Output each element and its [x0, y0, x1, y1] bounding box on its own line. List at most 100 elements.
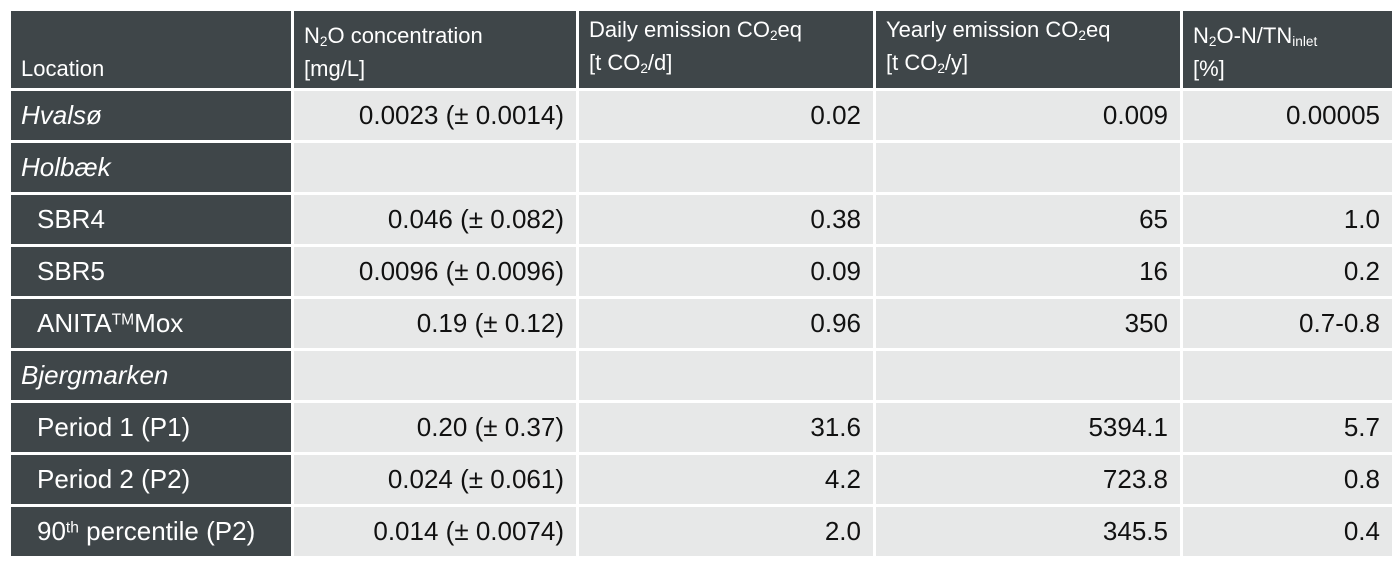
value-cell: 0.4: [1180, 504, 1395, 559]
value-cell: 350: [873, 296, 1183, 351]
value-cell: 5394.1: [873, 400, 1183, 455]
text-segment: [t CO: [589, 50, 641, 75]
supscript-text: th: [65, 519, 79, 537]
text-segment: [mg/L]: [304, 56, 366, 81]
value-cell: 0.046 (± 0.082): [291, 192, 579, 247]
text-segment: Period 2 (P2): [37, 464, 191, 494]
value-cell: 65: [873, 192, 1183, 247]
header-line: [%]: [1193, 55, 1384, 82]
header-cell-yearly-emission-co2eq: Yearly emission CO2eq [t CO2/y]: [873, 8, 1183, 91]
supscript-text: TM: [111, 311, 135, 329]
table-row: SBR5 0.0096 (± 0.0096) 0.09 16 0.2: [8, 244, 1395, 299]
value-cell: [1180, 348, 1395, 403]
header-line: [mg/L]: [304, 55, 568, 82]
value-cell: 0.00005: [1180, 88, 1395, 143]
value-cell: 0.7-0.8: [1180, 296, 1395, 351]
text-segment: O-N/TN: [1216, 23, 1293, 48]
value-cell: [291, 348, 579, 403]
value-cell: 2.0: [576, 504, 876, 559]
table-row: SBR4 0.046 (± 0.082) 0.38 65 1.0: [8, 192, 1395, 247]
header-line: Daily emission CO2eq: [589, 16, 865, 49]
value-cell: 0.19 (± 0.12): [291, 296, 579, 351]
table-body: Hvalsø 0.0023 (± 0.0014) 0.02 0.009 0.00005 H…: [8, 88, 1395, 559]
value-cell: 723.8: [873, 452, 1183, 507]
header-cell-location: Location: [8, 8, 294, 91]
value-cell: 0.0023 (± 0.0014): [291, 88, 579, 143]
subscript-text: 2: [640, 61, 648, 76]
value-cell: 0.09: [576, 244, 876, 299]
table-row: Period 1 (P1) 0.20 (± 0.37) 31.6 5394.1 5.7: [8, 400, 1395, 455]
text-segment: eq: [777, 17, 802, 42]
table-row: Holbæk: [8, 140, 1395, 195]
header-line: N2O concentration: [304, 22, 568, 55]
row-label-cell: Holbæk: [8, 140, 294, 195]
value-cell: 0.014 (± 0.0074): [291, 504, 579, 559]
text-segment: SBR4: [37, 204, 105, 234]
subscript-text: 2: [769, 28, 778, 43]
text-segment: Holbæk: [21, 152, 111, 182]
value-cell: 0.8: [1180, 452, 1395, 507]
text-segment: Period 1 (P1): [37, 412, 191, 442]
subscript-text: inlet: [1292, 34, 1318, 49]
row-label-cell: SBR4: [8, 192, 294, 247]
subscript-text: 2: [937, 61, 945, 76]
text-segment: O concentration: [327, 23, 483, 48]
value-cell: 0.96: [576, 296, 876, 351]
text-segment: /y]: [944, 50, 969, 75]
value-cell: [576, 140, 876, 195]
subscript-text: 2: [1078, 28, 1086, 43]
value-cell: 345.5: [873, 504, 1183, 559]
value-cell: [576, 348, 876, 403]
value-cell: 0.02: [576, 88, 876, 143]
emissions-table: Location N2O concentration [mg/L] Daily emi…: [8, 8, 1395, 559]
text-segment: Daily emission CO: [589, 17, 770, 42]
text-segment: Hvalsø: [21, 100, 102, 130]
header-cell-daily-emission-co2eq: Daily emission CO2eq [t CO2/d]: [576, 8, 876, 91]
header-line: Location: [21, 55, 283, 82]
table-row: 90th percentile (P2) 0.014 (± 0.0074) 2.0 3…: [8, 504, 1395, 559]
row-label-cell: 90th percentile (P2): [8, 504, 294, 559]
value-cell: 0.024 (± 0.061): [291, 452, 579, 507]
text-segment: Mox: [134, 308, 184, 338]
value-cell: 0.38: [576, 192, 876, 247]
value-cell: 31.6: [576, 400, 876, 455]
header-line: Yearly emission CO2eq: [886, 16, 1172, 49]
value-cell: 5.7: [1180, 400, 1395, 455]
row-label-cell: Hvalsø: [8, 88, 294, 143]
text-segment: Bjergmarken: [21, 360, 169, 390]
table-row: Bjergmarken: [8, 348, 1395, 403]
subscript-text: 2: [1208, 34, 1217, 49]
row-label-cell: Bjergmarken: [8, 348, 294, 403]
value-cell: 0.0096 (± 0.0096): [291, 244, 579, 299]
text-segment: percentile (P2): [78, 516, 256, 546]
subscript-text: 2: [319, 34, 328, 49]
table-row: Period 2 (P2) 0.024 (± 0.061) 4.2 723.8 0.8: [8, 452, 1395, 507]
value-cell: [1180, 140, 1395, 195]
value-cell: [873, 140, 1183, 195]
header-line: [t CO2/d]: [589, 49, 865, 82]
text-segment: N: [304, 23, 320, 48]
header-cell-n2o-concentration: N2O concentration [mg/L]: [291, 8, 579, 91]
value-cell: 16: [873, 244, 1183, 299]
value-cell: 4.2: [576, 452, 876, 507]
text-segment: ANITA: [37, 308, 112, 338]
text-segment: Yearly emission CO: [886, 17, 1079, 42]
text-segment: eq: [1085, 17, 1111, 42]
row-label-cell: Period 1 (P1): [8, 400, 294, 455]
value-cell: 0.009: [873, 88, 1183, 143]
value-cell: [873, 348, 1183, 403]
text-segment: /d]: [647, 50, 673, 75]
header-cell-n2o-n-tn-inlet: N2O-N/TNinlet [%]: [1180, 8, 1395, 91]
table-row: Hvalsø 0.0023 (± 0.0014) 0.02 0.009 0.00005: [8, 88, 1395, 143]
row-label-cell: SBR5: [8, 244, 294, 299]
value-cell: 0.20 (± 0.37): [291, 400, 579, 455]
value-cell: 0.2: [1180, 244, 1395, 299]
row-label-cell: Period 2 (P2): [8, 452, 294, 507]
text-segment: SBR5: [37, 256, 105, 286]
text-segment: 90: [37, 516, 66, 546]
text-segment: [t CO: [886, 50, 938, 75]
table-header: Location N2O concentration [mg/L] Daily emi…: [8, 8, 1395, 91]
text-segment: N: [1193, 23, 1209, 48]
header-line: [t CO2/y]: [886, 49, 1172, 82]
